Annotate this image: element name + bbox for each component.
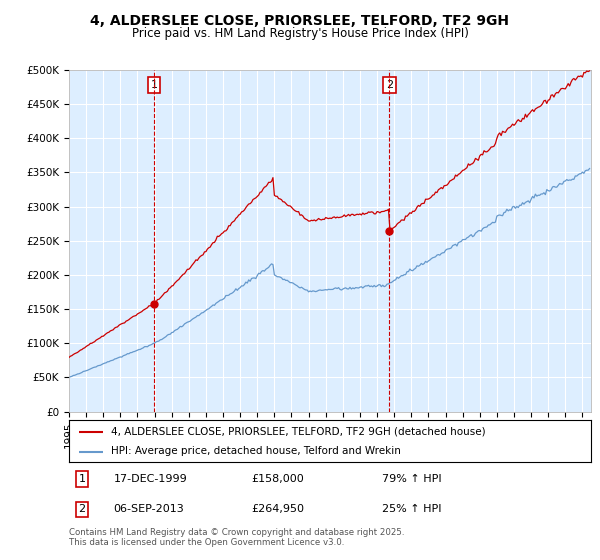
Text: Contains HM Land Registry data © Crown copyright and database right 2025.
This d: Contains HM Land Registry data © Crown c…	[69, 528, 404, 547]
Text: 17-DEC-1999: 17-DEC-1999	[113, 474, 187, 484]
Text: 79% ↑ HPI: 79% ↑ HPI	[382, 474, 442, 484]
Text: HPI: Average price, detached house, Telford and Wrekin: HPI: Average price, detached house, Telf…	[111, 446, 401, 456]
Text: £264,950: £264,950	[252, 505, 305, 515]
Text: Price paid vs. HM Land Registry's House Price Index (HPI): Price paid vs. HM Land Registry's House …	[131, 27, 469, 40]
Text: 25% ↑ HPI: 25% ↑ HPI	[382, 505, 442, 515]
Text: 2: 2	[79, 505, 86, 515]
Text: £158,000: £158,000	[252, 474, 304, 484]
Text: 1: 1	[151, 80, 157, 90]
Text: 06-SEP-2013: 06-SEP-2013	[113, 505, 184, 515]
Text: 4, ALDERSLEE CLOSE, PRIORSLEE, TELFORD, TF2 9GH: 4, ALDERSLEE CLOSE, PRIORSLEE, TELFORD, …	[91, 14, 509, 28]
Text: 1: 1	[79, 474, 86, 484]
Text: 4, ALDERSLEE CLOSE, PRIORSLEE, TELFORD, TF2 9GH (detached house): 4, ALDERSLEE CLOSE, PRIORSLEE, TELFORD, …	[111, 427, 485, 437]
Text: 2: 2	[386, 80, 393, 90]
